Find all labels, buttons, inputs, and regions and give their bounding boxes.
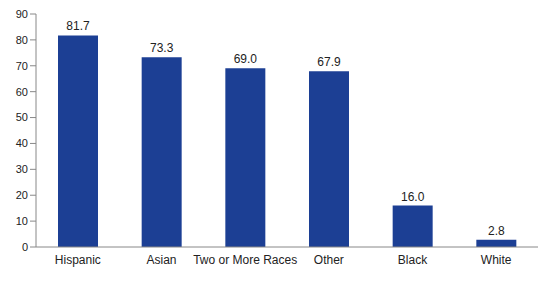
svg-text:White: White [481,253,512,267]
svg-text:80: 80 [16,34,28,46]
svg-text:67.9: 67.9 [317,55,341,69]
svg-text:Asian: Asian [146,253,176,267]
svg-text:60: 60 [16,86,28,98]
svg-text:10: 10 [16,215,28,227]
svg-text:30: 30 [16,163,28,175]
svg-text:2.8: 2.8 [488,224,505,238]
svg-text:73.3: 73.3 [150,41,174,55]
svg-text:81.7: 81.7 [66,19,90,33]
svg-text:Hispanic: Hispanic [55,253,101,267]
svg-text:Black: Black [398,253,428,267]
svg-text:70: 70 [16,60,28,72]
svg-text:16.0: 16.0 [401,190,425,204]
svg-text:Other: Other [314,253,344,267]
svg-text:50: 50 [16,111,28,123]
svg-text:20: 20 [16,189,28,201]
svg-text:Two or More Races: Two or More Races [193,253,297,267]
svg-text:69.0: 69.0 [234,52,258,66]
svg-text:90: 90 [16,8,28,20]
svg-text:0: 0 [22,241,28,253]
svg-text:40: 40 [16,137,28,149]
